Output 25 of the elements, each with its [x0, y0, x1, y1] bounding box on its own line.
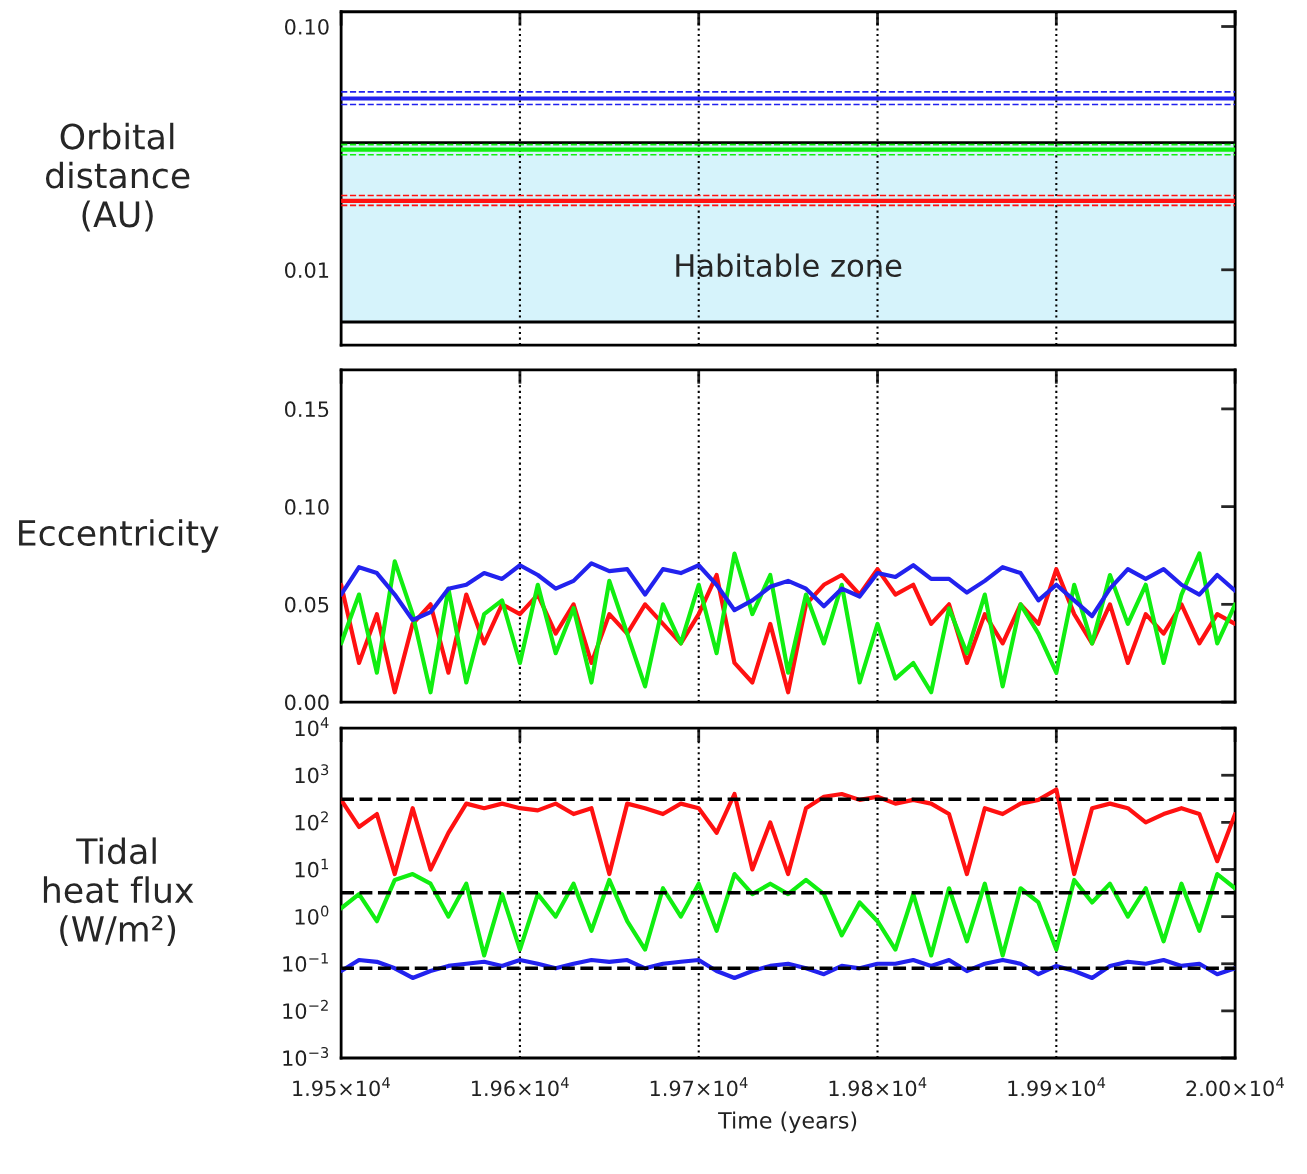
x-tick-label: 1.98×10$^{4}$ — [829, 1077, 927, 1097]
y-tick-label: 10$^{2}$ — [295, 811, 328, 831]
y-tick-label: 10$^{1}$ — [295, 858, 328, 878]
x-axis-title: Time (years) — [718, 1111, 857, 1134]
y-tick-label: 0.15 — [285, 401, 329, 418]
y-tick-label: 10$^{−3}$ — [283, 1046, 329, 1067]
y-tick-label: 10$^{3}$ — [295, 764, 329, 784]
y-axis-title: Orbital distance (AU) — [45, 122, 190, 232]
y-axis-title: Tidal heat flux (W/m²) — [43, 837, 194, 947]
y-tick-label: 10$^{−1}$ — [283, 952, 328, 972]
x-tick-label: 1.99×10$^{4}$ — [1008, 1077, 1106, 1097]
y-tick-label: 0.05 — [285, 596, 329, 613]
band-label: Habitable zone — [676, 253, 902, 278]
x-tick-label: 2.00×10$^{4}$ — [1186, 1077, 1284, 1097]
x-tick-label: 1.96×10$^{4}$ — [472, 1077, 569, 1097]
x-tick-label: 1.97×10$^{4}$ — [650, 1077, 748, 1097]
y-tick-label: 10$^{4}$ — [295, 717, 329, 737]
y-tick-label: 10$^{0}$ — [295, 905, 329, 925]
y-axis-title: Eccentricity — [19, 519, 219, 553]
y-tick-label: 10$^{−2}$ — [283, 999, 328, 1019]
y-tick-label: 0.01 — [285, 262, 329, 278]
y-tick-label: 0.10 — [285, 18, 329, 35]
y-tick-label: 0.10 — [285, 499, 329, 515]
x-tick-label: 1.95×10$^{4}$ — [293, 1077, 390, 1097]
y-tick-label: 0.00 — [285, 694, 329, 711]
